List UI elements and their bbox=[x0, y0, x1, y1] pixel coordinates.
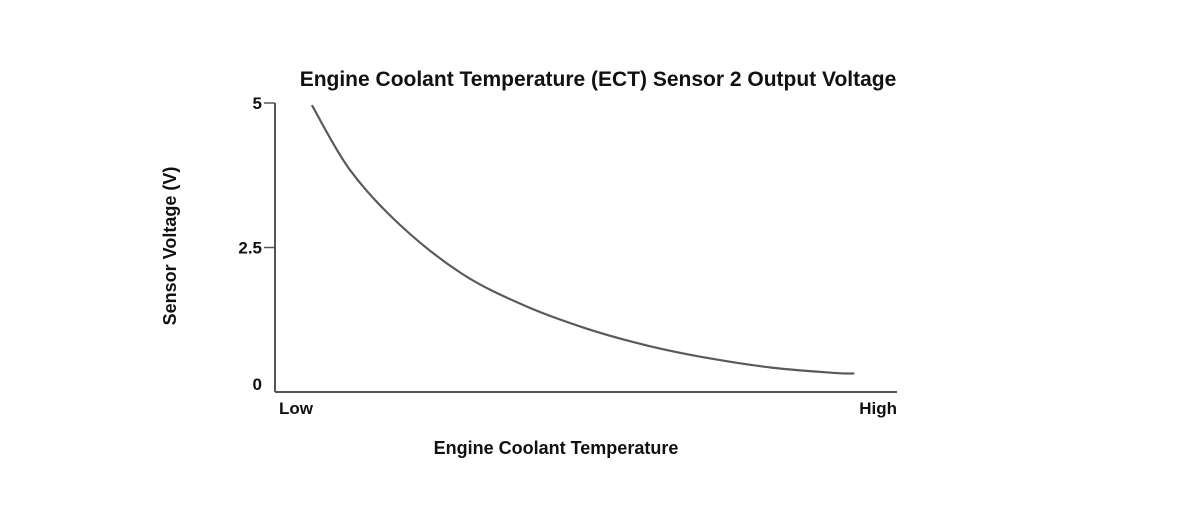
x-ticks: Low High bbox=[279, 399, 897, 418]
y-tick-label: 2.5 bbox=[238, 239, 262, 258]
y-axis-label: Sensor Voltage (V) bbox=[160, 167, 180, 326]
axes bbox=[274, 103, 897, 393]
y-tick-label: 5 bbox=[253, 94, 262, 113]
x-axis-label: Engine Coolant Temperature bbox=[434, 438, 679, 458]
x-tick-label: High bbox=[859, 399, 897, 418]
x-tick-label: Low bbox=[279, 399, 314, 418]
series-line bbox=[311, 104, 855, 375]
chart-title: Engine Coolant Temperature (ECT) Sensor … bbox=[300, 68, 897, 91]
y-ticks: 02.55 bbox=[238, 94, 275, 394]
y-tick-label: 0 bbox=[253, 375, 262, 394]
